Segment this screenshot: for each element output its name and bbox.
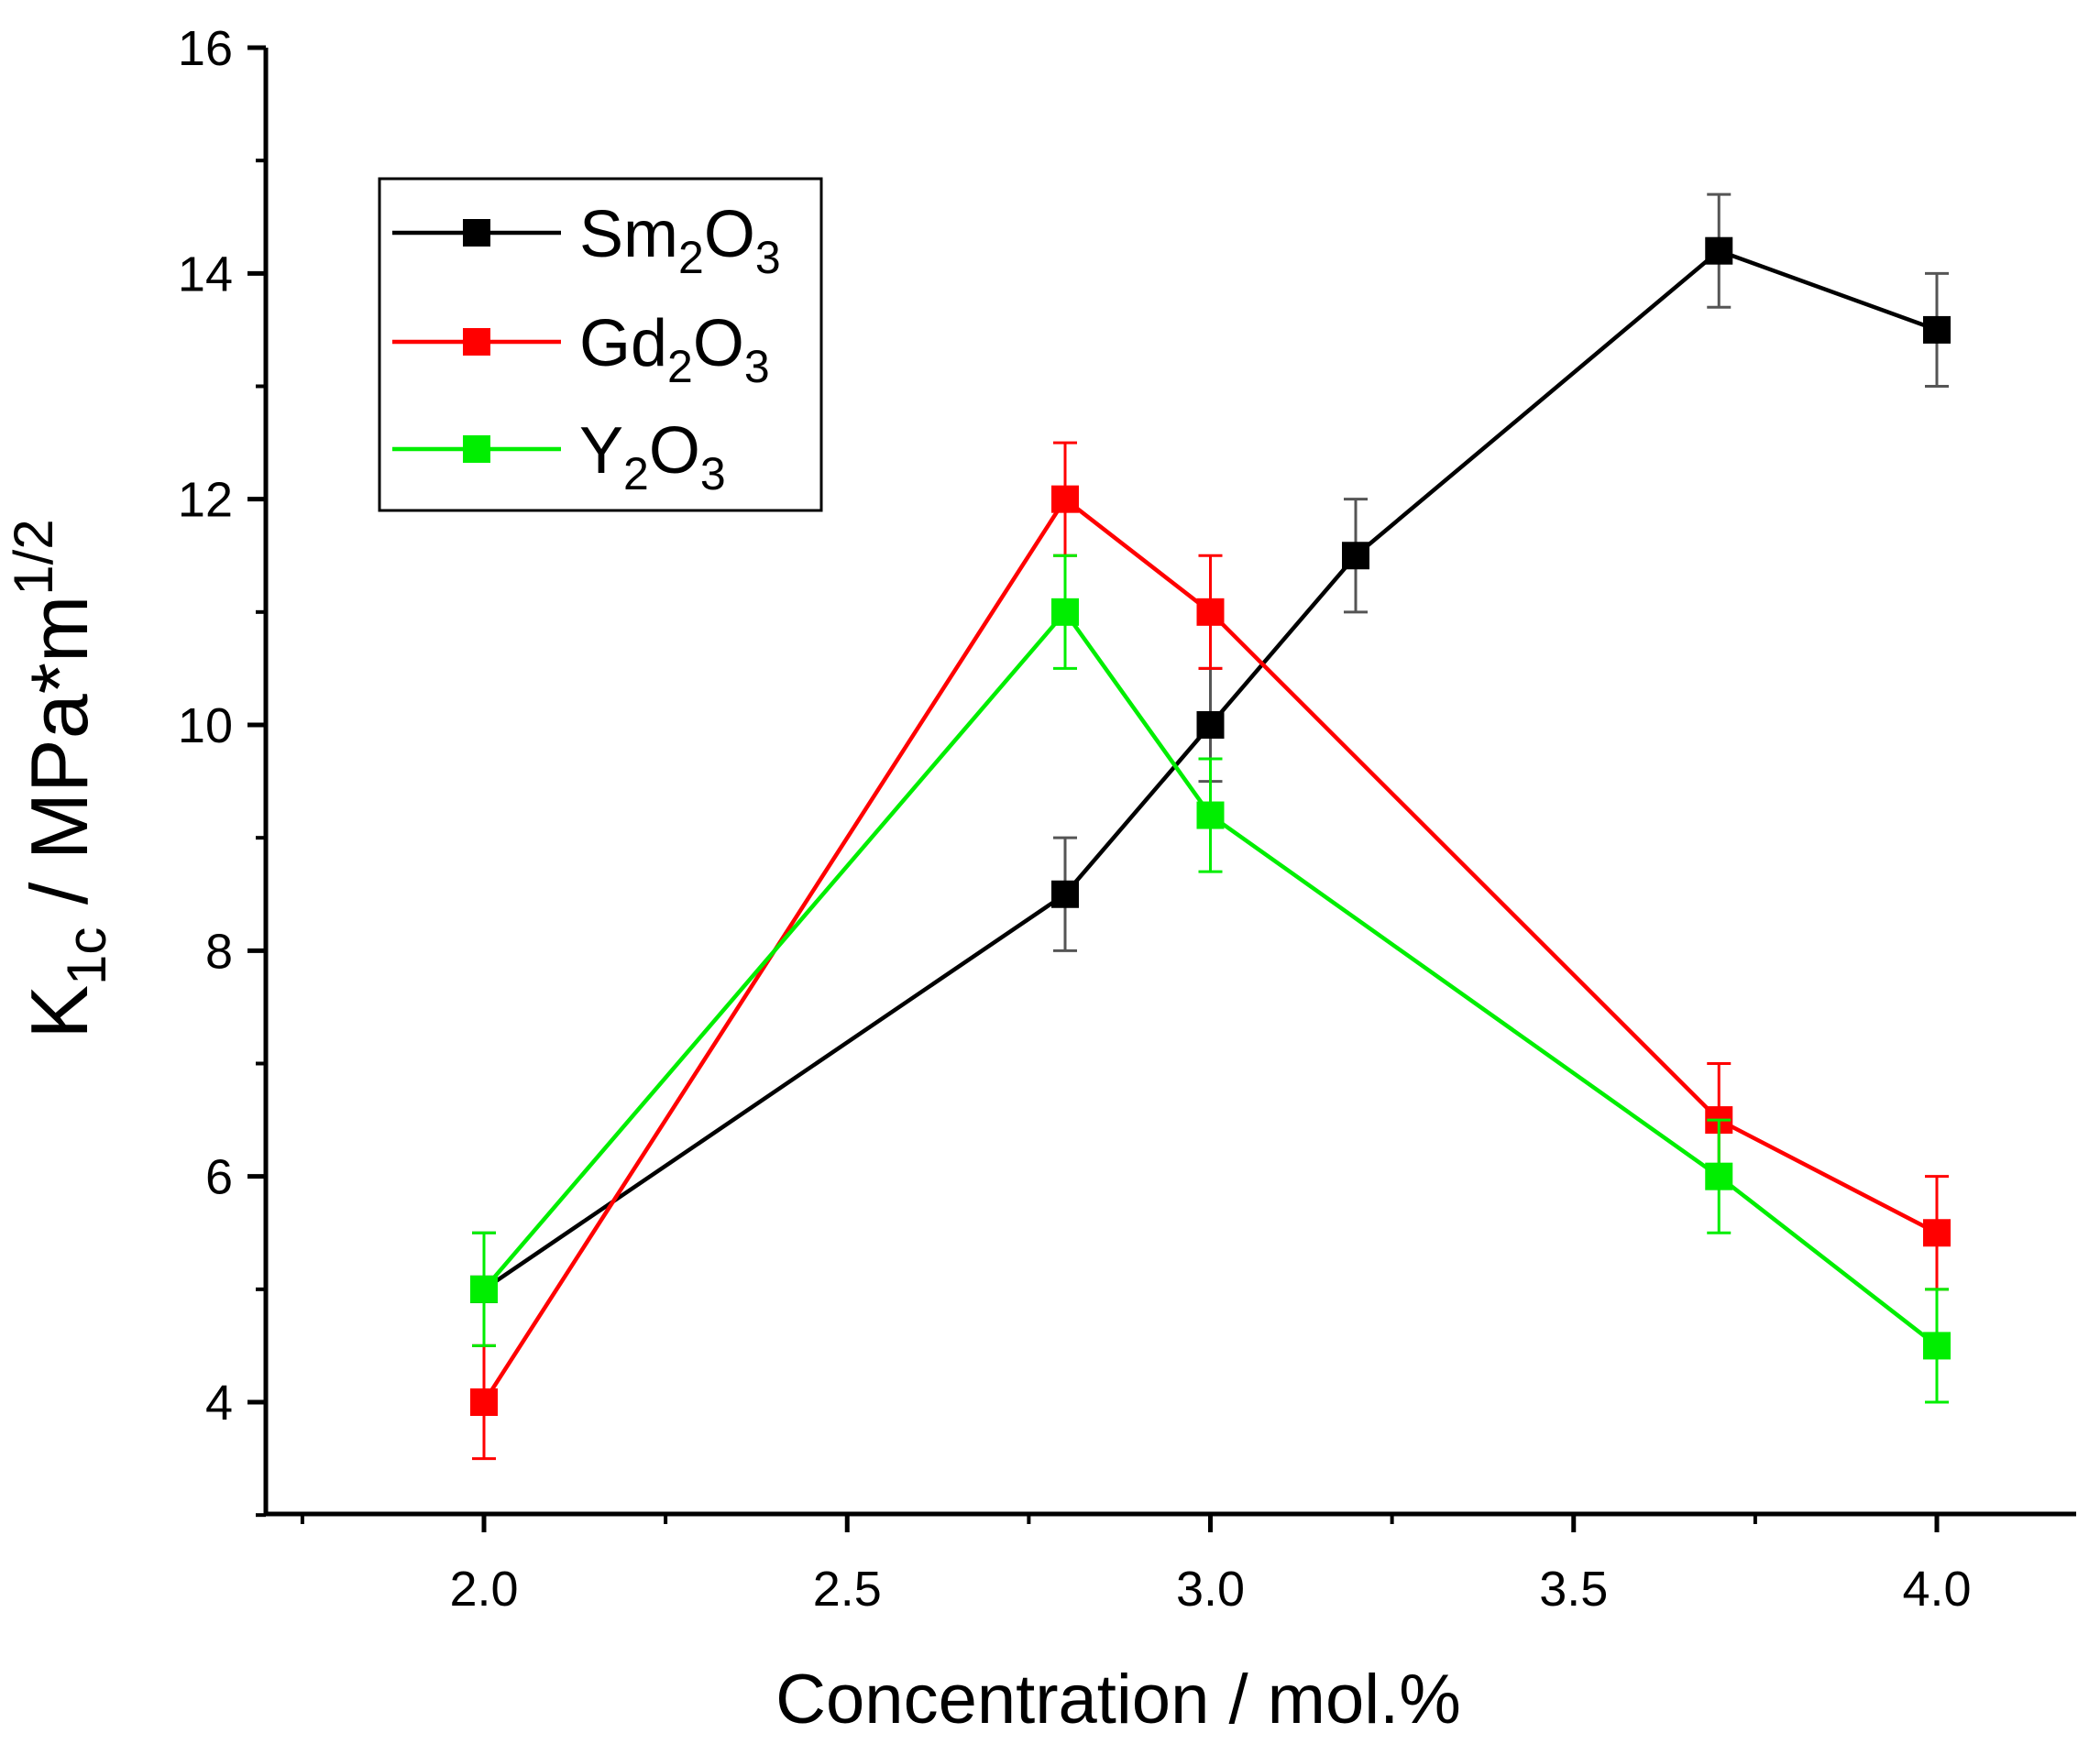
legend-swatch-marker [463, 328, 490, 356]
legend-label-part: Sm [579, 198, 678, 271]
legend-label-part: Y [579, 414, 623, 488]
y-tick-label: 12 [178, 473, 233, 528]
series-Gd2O3 [470, 441, 1951, 1461]
x-axis-title: Concentration / mol.% [775, 1661, 1461, 1739]
y-ticks: 4 6 8 10 12 14 16 [178, 21, 266, 1518]
data-point [1923, 1219, 1951, 1247]
x-ticks: 2.0 2.5 3.0 3.5 4.0 [300, 1514, 1972, 1617]
x-tick-label: 4.0 [1902, 1562, 1971, 1617]
x-tick-label: 3.0 [1176, 1562, 1245, 1617]
y-tick-label: 16 [178, 21, 233, 76]
data-point [1705, 236, 1733, 265]
x-tick-label: 2.0 [449, 1562, 518, 1617]
legend-label-part: O [649, 414, 700, 488]
y-axis-title-unit: / MPa*m [14, 596, 104, 927]
legend-label-part: 2 [667, 341, 693, 392]
y-tick-label: 14 [178, 247, 233, 302]
data-point [1051, 485, 1079, 513]
legend-label: Gd2O3 [579, 307, 770, 392]
series-line [482, 248, 1938, 1291]
legend-item-Sm2O3: Sm2O3 [392, 198, 781, 283]
data-point [1923, 315, 1951, 344]
axes: 4 6 8 10 12 14 16 2.0 2.5 3.0 3.5 4.0 [178, 21, 2076, 1617]
y-tick-label: 4 [205, 1376, 233, 1431]
data-point [1196, 598, 1225, 626]
legend-label: Sm2O3 [579, 198, 781, 283]
data-point [1342, 542, 1369, 570]
data-point [1923, 1332, 1951, 1360]
data-point [470, 1275, 498, 1303]
data-point [1051, 880, 1079, 908]
legend-label-part: 2 [678, 232, 704, 283]
y-axis-title-base: K [14, 985, 104, 1039]
legend-label-part: 3 [700, 448, 726, 499]
y-axis-title: K1c / MPa*m1/2 [3, 519, 117, 1038]
y-tick-label: 6 [205, 1150, 233, 1205]
legend-swatch-marker [463, 435, 490, 463]
data-point [1196, 711, 1225, 739]
data-point [1705, 1162, 1733, 1190]
y-tick-label: 8 [205, 924, 233, 979]
data-point [1051, 598, 1079, 626]
series-Sm2O3 [470, 192, 1951, 1347]
legend-label-part: O [693, 307, 744, 380]
legend-label-part: 3 [755, 232, 781, 283]
x-tick-label: 3.5 [1539, 1562, 1608, 1617]
series-layer [470, 192, 1951, 1461]
legend-label: Y2O3 [579, 414, 726, 499]
y-tick-label: 10 [178, 698, 233, 753]
data-point [470, 1388, 498, 1416]
legend-label-part: 3 [744, 341, 770, 392]
legend-label-part: O [704, 198, 755, 271]
legend-item-Gd2O3: Gd2O3 [392, 307, 770, 392]
legend-label-part: Gd [579, 307, 667, 380]
series-Y2O3 [470, 554, 1951, 1404]
data-point [1196, 801, 1225, 829]
y-axis-title-superscript: 1/2 [3, 519, 64, 595]
legend-label-part: 2 [623, 448, 649, 499]
legend-swatch-marker [463, 219, 490, 247]
y-axis-title-subscript: 1c [56, 927, 117, 985]
x-tick-label: 2.5 [813, 1562, 882, 1617]
legend-item-Y2O3: Y2O3 [392, 414, 726, 499]
